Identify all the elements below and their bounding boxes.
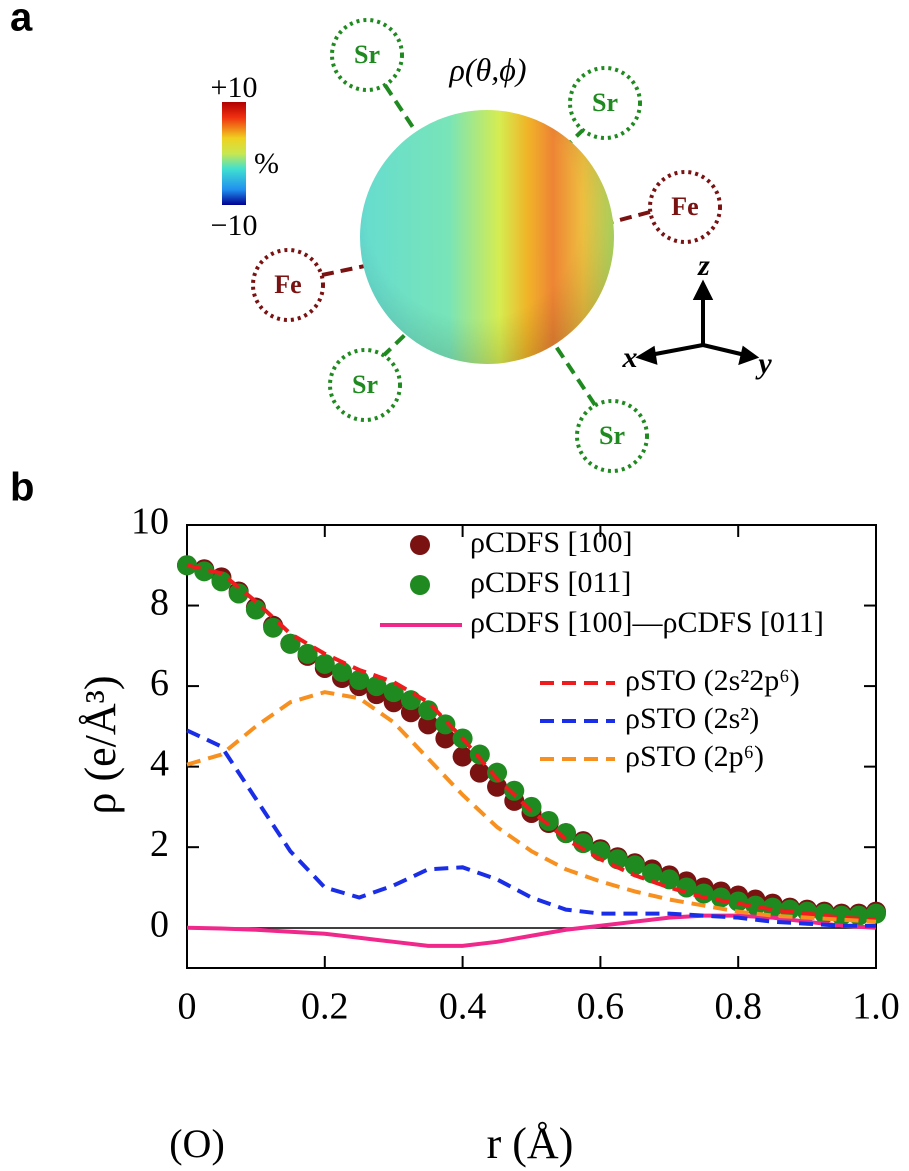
x-tick-label: 0.2: [301, 986, 349, 1028]
data-point: [211, 571, 232, 592]
legend-marker: [410, 575, 430, 595]
atom-label: Fe: [671, 192, 698, 221]
colorbar-unit: %: [254, 147, 279, 180]
data-point: [452, 746, 473, 767]
data-point: [642, 863, 663, 884]
atom-label: Sr: [354, 40, 380, 69]
legend-marker: [410, 535, 430, 555]
data-point: [366, 676, 387, 697]
axis-z: z: [697, 249, 710, 282]
plot-frame: [186, 524, 877, 969]
y-axis-label: ρ (e/Å³): [76, 676, 125, 815]
panel-label: a: [10, 0, 33, 40]
y-tick-label: 2: [150, 823, 169, 865]
data-point: [487, 776, 508, 797]
x-tick-label: 0.4: [439, 986, 487, 1028]
y-tick-label: 0: [150, 903, 169, 945]
data-point: [762, 897, 783, 918]
y-tick-label: 10: [131, 501, 169, 543]
data-point: [418, 714, 439, 735]
colorbar-max: +10: [211, 71, 258, 104]
data-line: [186, 728, 876, 928]
y-tick-label: 8: [150, 581, 169, 623]
sphere-title: ρ(θ,ϕ): [449, 51, 527, 87]
legend-label: ρCDFS [100]—ρCDFS [011]: [470, 606, 824, 639]
origin-label: (O): [169, 1121, 225, 1166]
y-tick-label: 6: [150, 662, 169, 704]
sphere-shade: [360, 110, 614, 364]
data-point: [745, 895, 766, 916]
data-line: [186, 690, 877, 924]
atom-label: Fe: [274, 270, 301, 299]
x-tick-label: 0.6: [577, 986, 625, 1028]
data-point: [245, 599, 266, 620]
legend-label: ρSTO (2s²2p⁶): [625, 664, 800, 697]
data-line: [186, 913, 877, 948]
panel-label: b: [10, 466, 34, 510]
atom-label: Sr: [352, 370, 378, 399]
axis-x: x: [622, 341, 638, 374]
data-point: [332, 661, 353, 682]
data-point: [469, 744, 490, 765]
x-tick-label: 0.8: [714, 986, 762, 1028]
data-point: [469, 762, 490, 783]
data-point: [487, 762, 508, 783]
colorbar-min: −10: [211, 209, 258, 242]
data-point: [435, 728, 456, 749]
data-point: [314, 653, 335, 674]
data-point: [710, 887, 731, 908]
x-axis-label: r (Å): [487, 1119, 574, 1168]
data-point: [297, 643, 318, 664]
data-point: [538, 811, 559, 832]
data-point: [555, 823, 576, 844]
data-point: [228, 583, 249, 604]
legend-label: ρSTO (2p⁶): [625, 740, 764, 773]
data-point: [693, 883, 714, 904]
y-tick-label: 4: [150, 742, 169, 784]
x-tick-label: 0: [178, 986, 197, 1028]
atom-label: Sr: [599, 421, 625, 450]
legend-label: ρSTO (2s²): [625, 702, 759, 735]
data-point: [521, 796, 542, 817]
data-point: [848, 905, 869, 926]
data-point: [435, 714, 456, 735]
data-line: [186, 563, 877, 922]
data-point: [263, 617, 284, 638]
data-point: [504, 780, 525, 801]
atoms: [251, 18, 722, 473]
legend-label: ρCDFS [100]: [470, 526, 633, 559]
data-point: [400, 690, 421, 711]
axis-y: y: [755, 347, 772, 380]
data-point: [349, 670, 370, 691]
colorbar: [222, 102, 246, 205]
data-point: [624, 855, 645, 876]
legend-label: ρCDFS [011]: [470, 566, 631, 599]
data-point: [676, 877, 697, 898]
axes-triad: [635, 279, 760, 366]
x-tick-label: 1.0: [852, 986, 900, 1028]
atom-label: Sr: [592, 88, 618, 117]
